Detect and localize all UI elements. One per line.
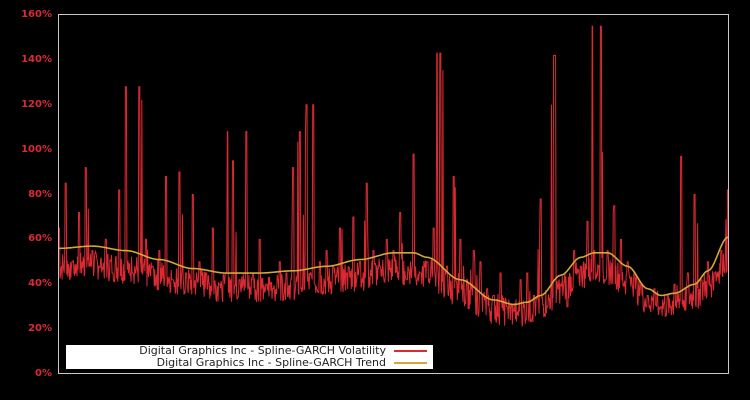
- legend-item-volatility: Digital Graphics Inc - Spline-GARCH Vola…: [139, 345, 433, 357]
- y-tick-label: 60%: [28, 233, 52, 245]
- y-tick-label: 20%: [28, 323, 52, 335]
- volatility-line: [59, 25, 728, 327]
- volatility-series: [59, 25, 728, 327]
- legend-item-trend: Digital Graphics Inc - Spline-GARCH Tren…: [157, 357, 433, 369]
- legend: Digital Graphics Inc - Spline-GARCH Vola…: [66, 345, 433, 369]
- y-tick-label: 120%: [21, 98, 52, 110]
- trend-series: [58, 236, 729, 306]
- legend-label: Digital Graphics Inc - Spline-GARCH Tren…: [156, 356, 386, 369]
- legend-label: Digital Graphics Inc - Spline-GARCH Vola…: [139, 344, 386, 357]
- y-tick-label: 40%: [28, 278, 52, 290]
- plot-area: [58, 14, 729, 374]
- trend-line: [58, 236, 729, 306]
- legend-swatch-volatility: [394, 350, 427, 352]
- legend-swatch-trend: [394, 362, 427, 364]
- y-tick-label: 140%: [21, 53, 52, 65]
- y-tick-label: 100%: [21, 143, 52, 155]
- y-tick-label: 0%: [35, 368, 52, 379]
- y-tick-label: 160%: [21, 9, 52, 20]
- y-tick-label: 80%: [28, 188, 52, 200]
